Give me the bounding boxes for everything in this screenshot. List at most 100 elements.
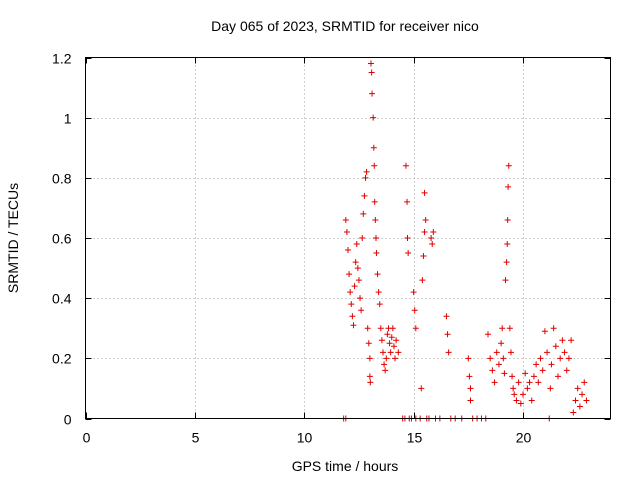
data-point [353,241,360,248]
data-point [351,283,358,290]
data-point [370,114,377,121]
data-point [371,162,378,169]
data-point [411,307,418,314]
data-point [405,250,412,257]
data-point [410,289,417,296]
data-point [524,385,531,392]
data-point [493,349,500,356]
data-point [485,331,491,338]
data-point [498,340,505,347]
data-point [579,391,586,398]
x-tick-label: 10 [297,430,313,446]
data-point [386,340,393,347]
data-point [421,228,428,235]
data-point [503,259,510,266]
data-point [547,385,554,392]
y-tick-label: 0.4 [52,291,72,307]
data-point [487,355,494,362]
data-point [583,397,590,404]
x-tick-label: 20 [516,430,532,446]
data-point [369,90,376,97]
data-point [489,367,496,374]
data-point [420,253,427,260]
data-point [366,355,373,362]
data-point [465,355,472,362]
data-point [537,355,544,362]
data-point [428,235,435,241]
data-point [365,340,372,347]
data-point [362,174,369,181]
data-point [383,355,390,362]
data-point [517,400,524,407]
data-point [370,144,377,151]
y-tick-label: 0 [64,412,72,428]
data-point [467,385,474,392]
data-point [504,216,511,223]
data-point [382,367,389,374]
data-point [559,337,566,344]
data-point [530,373,537,380]
data-point [374,271,381,278]
data-point [350,322,357,329]
y-axis-label: SRMTID / TECUs [5,183,21,293]
data-point [565,355,572,362]
data-point [563,367,570,374]
data-point [495,361,502,368]
data-point [539,367,546,374]
data-point [507,349,514,356]
x-tick-label: 15 [407,430,423,446]
data-point [513,397,520,404]
data-point [541,328,548,335]
data-point [544,349,551,356]
data-point [390,343,397,350]
data-point [555,373,561,380]
data-point [373,235,379,241]
data-point [371,198,378,205]
data-point [443,313,450,320]
data-point [345,247,351,254]
data-point [392,355,399,362]
data-point [500,355,507,362]
data-point [429,241,436,248]
data-point [381,361,388,368]
data-point [393,337,400,344]
data-point [421,189,428,196]
data-point [550,325,557,332]
data-point [444,331,451,338]
data-point [352,259,359,266]
y-tick-label: 0.8 [52,171,72,187]
data-point [395,349,402,356]
data-point [404,235,411,241]
data-point [430,228,437,235]
y-tick-label: 1.2 [52,51,72,67]
data-point [361,192,368,199]
data-point [412,325,419,332]
data-point [506,325,513,332]
data-point [509,373,516,380]
data-point [363,168,370,175]
data-point [358,307,365,314]
chart-title: Day 065 of 2023, SRMTID for receiver nic… [211,18,479,34]
data-point [515,379,522,386]
data-point [526,379,533,386]
tick-labels: 0 5 10 15 20 0 0.2 0.4 0.6 0.8 1 1.2 [52,51,531,446]
data-point [377,325,384,332]
data-point [520,391,526,398]
data-point [419,277,426,284]
data-point [511,391,518,398]
plot-frame [85,57,611,419]
data-point [354,265,361,272]
data-point [491,379,498,386]
x-tick-label: 0 [83,430,91,446]
data-point [576,403,583,410]
data-point [372,216,379,223]
data-point [402,162,409,169]
data-point [535,379,542,386]
data-point [384,331,391,338]
data-point [359,235,366,241]
y-tick-label: 0.2 [52,351,72,367]
data-point [368,69,375,76]
data-point [355,277,362,284]
data-point [357,295,364,302]
